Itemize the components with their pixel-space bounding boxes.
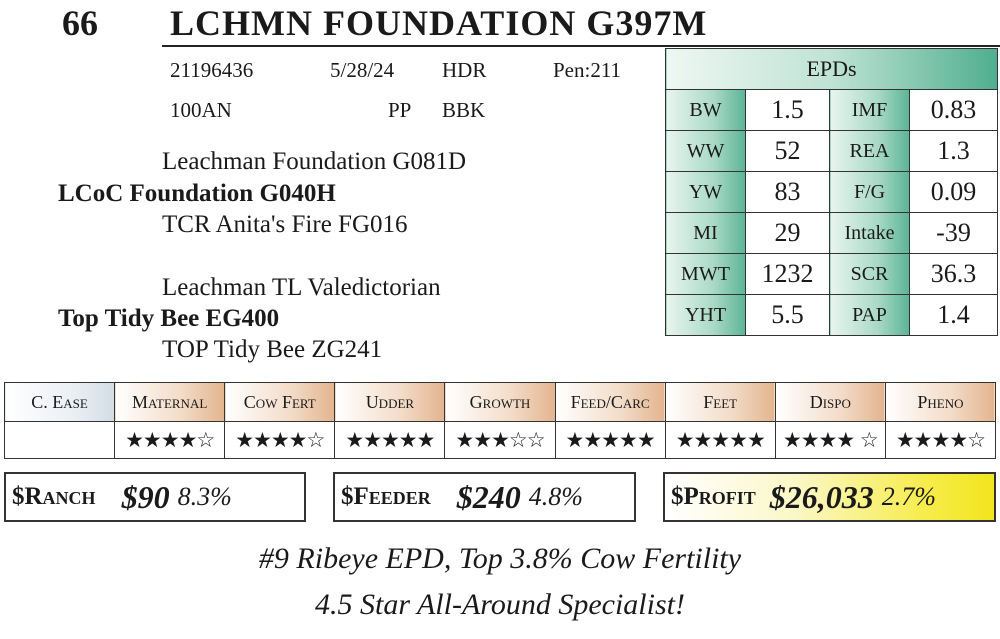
- registration-number: 21196436: [170, 58, 254, 82]
- pedigree-sire: LCoC Foundation G040H: [58, 180, 336, 207]
- bull-name: LCHMN FOUNDATION G397M: [170, 3, 708, 43]
- feeder-value-box: $Feeder $240 4.8%: [333, 472, 636, 522]
- epd-label: WW: [665, 130, 746, 172]
- epd-value: 5.5: [745, 294, 830, 336]
- epd-label: YHT: [665, 294, 746, 336]
- index-header-growth: Growth: [444, 382, 556, 422]
- epd-value: 0.83: [909, 89, 998, 131]
- ranch-value: $90: [121, 478, 170, 515]
- index-stars-row: ★★★★☆ ★★★★☆ ★★★★★ ★★★☆☆ ★★★★★ ★★★★★ ★★★★…: [3, 421, 997, 459]
- epd-row: YHT 5.5 PAP 1.4: [665, 294, 998, 336]
- epd-value: 1232: [745, 253, 830, 295]
- index-header-row: C. Ease Maternal Cow Fert Udder Growth F…: [3, 382, 997, 422]
- profit-label: $Profit: [671, 483, 756, 510]
- epd-row: BW 1.5 IMF 0.83: [665, 89, 998, 131]
- epd-value: 1.4: [909, 294, 998, 336]
- epd-label: REA: [829, 130, 910, 172]
- stars-calving-ease: [3, 421, 116, 459]
- polled-status: PP: [388, 98, 412, 122]
- ranch-percent: 8.3%: [177, 482, 232, 511]
- epd-row: YW 83 F/G 0.09: [665, 171, 998, 213]
- stars-feed-carc: ★★★★★: [554, 421, 666, 459]
- tagline-specialist: 4.5 Star All-Around Specialist!: [315, 588, 685, 621]
- feeder-value: $240: [456, 478, 521, 515]
- breed-code: HDR: [442, 58, 487, 82]
- pen-number: Pen:211: [553, 58, 622, 82]
- lot-number: 66: [62, 3, 98, 43]
- tagline-highlight: #9 Ribeye EPD, Top 3.8% Cow Fertility: [258, 542, 742, 575]
- stars-growth: ★★★☆☆: [444, 421, 556, 459]
- epd-value: 1.3: [909, 130, 998, 172]
- epd-label: YW: [665, 171, 746, 213]
- pedigree-sire-sire: Leachman Foundation G081D: [162, 148, 467, 175]
- stars-maternal: ★★★★☆: [114, 421, 226, 459]
- ranch-label: $Ranch: [12, 483, 96, 510]
- index-header-calving-ease: C. Ease: [3, 382, 116, 422]
- epd-label: MWT: [665, 253, 746, 295]
- feeder-percent: 4.8%: [528, 482, 583, 511]
- epd-value: -39: [909, 212, 998, 254]
- profit-value-box: $Profit $26,033 2.7%: [663, 472, 996, 522]
- title-divider: [162, 45, 1000, 47]
- pedigree-dam-sire: Leachman TL Valedictorian: [162, 274, 441, 301]
- epd-label: IMF: [829, 89, 910, 131]
- index-header-udder: Udder: [334, 382, 446, 422]
- epd-value: 83: [745, 171, 830, 213]
- index-header-feet: Feet: [664, 382, 776, 422]
- profit-value: $26,033: [769, 478, 874, 515]
- epd-table-header: EPDs: [665, 48, 998, 90]
- index-header-feed-carc: Feed/Carc: [554, 382, 666, 422]
- color-code: BBK: [442, 98, 486, 122]
- index-header-dispo: Dispo: [774, 382, 886, 422]
- epd-label: Intake: [829, 212, 910, 254]
- pedigree-dam: Top Tidy Bee EG400: [58, 305, 280, 332]
- profit-percent: 2.7%: [881, 482, 936, 511]
- pedigree-dam-dam: TOP Tidy Bee ZG241: [162, 336, 383, 363]
- index-ratings-table: C. Ease Maternal Cow Fert Udder Growth F…: [3, 382, 997, 459]
- epd-label: PAP: [829, 294, 910, 336]
- birth-date: 5/28/24: [330, 58, 395, 82]
- stars-udder: ★★★★★: [334, 421, 446, 459]
- index-header-maternal: Maternal: [114, 382, 226, 422]
- index-header-pheno: Pheno: [884, 382, 997, 422]
- feeder-label: $Feeder: [341, 483, 431, 510]
- epd-value: 1.5: [745, 89, 830, 131]
- stars-pheno: ★★★★☆: [884, 421, 997, 459]
- epd-value: 36.3: [909, 253, 998, 295]
- epd-value: 52: [745, 130, 830, 172]
- stars-feet: ★★★★★: [664, 421, 776, 459]
- stars-cow-fert: ★★★★☆: [224, 421, 336, 459]
- index-header-cow-fert: Cow Fert: [224, 382, 336, 422]
- ranch-value-box: $Ranch $90 8.3%: [4, 472, 306, 522]
- epd-value: 0.09: [909, 171, 998, 213]
- epd-label: F/G: [829, 171, 910, 213]
- epd-row: MI 29 Intake -39: [665, 212, 998, 254]
- epd-value: 29: [745, 212, 830, 254]
- epd-label: BW: [665, 89, 746, 131]
- pedigree-sire-dam: TCR Anita's Fire FG016: [162, 211, 408, 238]
- epd-row: MWT 1232 SCR 36.3: [665, 253, 998, 295]
- stars-dispo: ★★★★ ☆: [774, 421, 886, 459]
- tattoo: 100AN: [170, 98, 232, 122]
- epd-label: SCR: [829, 253, 910, 295]
- epd-row: WW 52 REA 1.3: [665, 130, 998, 172]
- epd-table: EPDs BW 1.5 IMF 0.83 WW 52 REA 1.3 YW 83…: [665, 48, 998, 336]
- epd-label: MI: [665, 212, 746, 254]
